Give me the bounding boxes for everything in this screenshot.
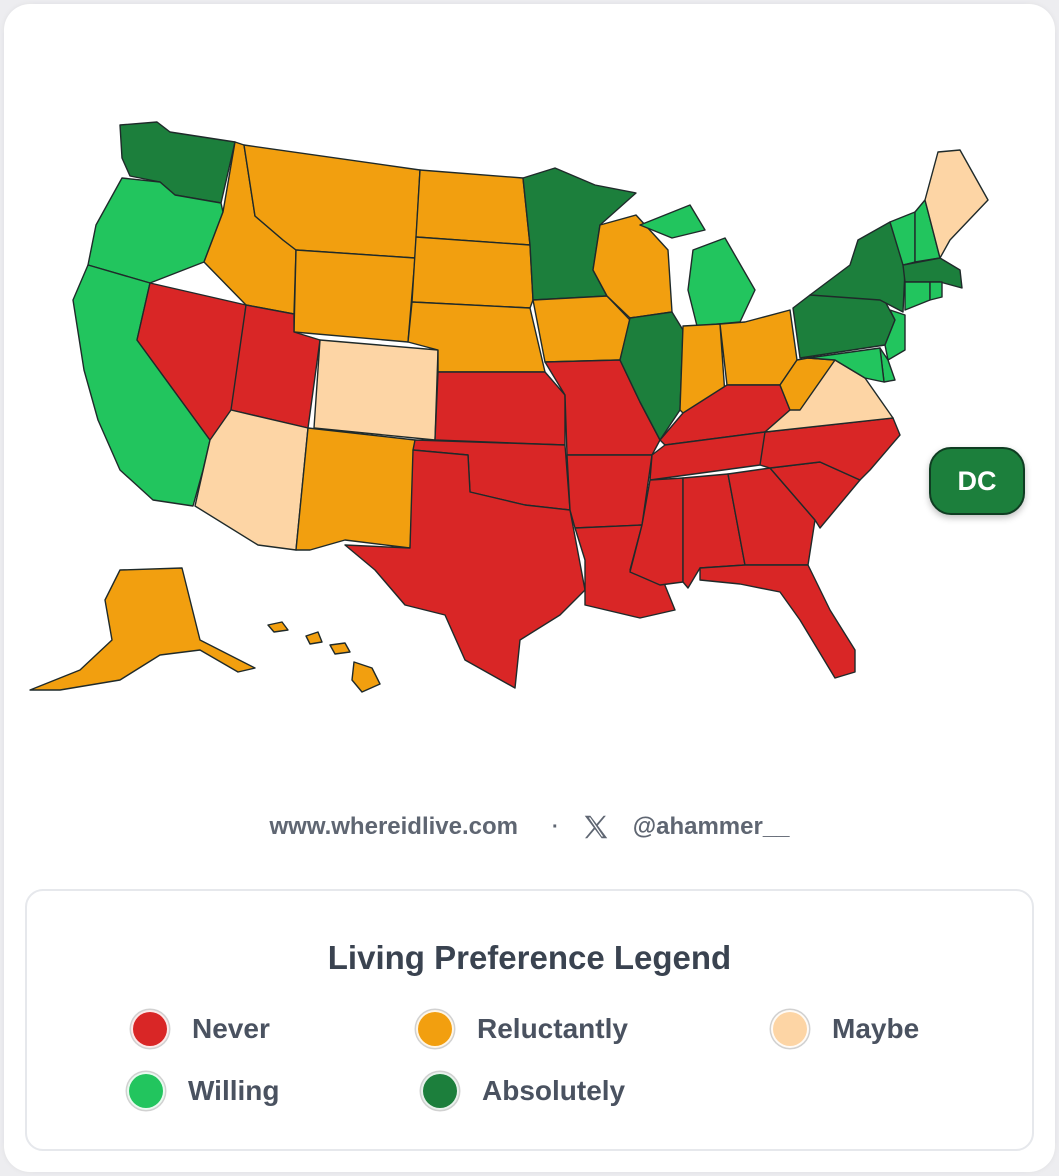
maybe-swatch — [771, 1010, 809, 1048]
state-SD[interactable] — [411, 236, 534, 309]
dc-badge[interactable]: DC — [929, 447, 1025, 515]
legend-item-reluctantly: Reluctantly — [416, 1007, 628, 1051]
legend-label-willing: Willing — [188, 1075, 280, 1106]
absolutely-swatch — [421, 1072, 459, 1110]
legend-label-absolutely: Absolutely — [482, 1075, 626, 1106]
state-ND[interactable] — [415, 169, 531, 246]
state-WY[interactable] — [293, 249, 416, 343]
us-map — [29, 121, 989, 693]
legend-label-reluctantly: Reluctantly — [477, 1013, 628, 1044]
state-HI[interactable] — [267, 621, 381, 693]
legend-item-willing: Willing — [127, 1069, 280, 1113]
dc-label: DC — [957, 465, 997, 496]
state-TX[interactable] — [344, 449, 586, 689]
twitter-handle-link[interactable]: @ahammer__ — [632, 813, 790, 840]
state-IL[interactable] — [619, 311, 684, 441]
state-GA[interactable] — [727, 467, 816, 566]
legend-label-maybe: Maybe — [832, 1013, 920, 1044]
state-FL[interactable] — [699, 564, 856, 679]
separator-dot: · — [552, 815, 559, 838]
state-KS[interactable] — [434, 371, 566, 446]
state-AK[interactable] — [29, 567, 256, 691]
reluctantly-swatch — [416, 1010, 454, 1048]
legend-item-never: Never — [131, 1007, 270, 1051]
x-logo-icon[interactable] — [581, 812, 611, 842]
state-IA[interactable] — [532, 295, 631, 363]
state-MD[interactable] — [807, 347, 885, 383]
willing-swatch — [127, 1072, 165, 1110]
state-RI[interactable] — [929, 281, 943, 301]
state-NC[interactable] — [759, 417, 901, 481]
legend-item-absolutely: Absolutely — [421, 1069, 625, 1113]
website-link[interactable]: www.whereidlive.com — [269, 813, 519, 840]
state-CT[interactable] — [904, 281, 931, 311]
legend-title: Living Preference Legend — [327, 939, 732, 976]
state-CO[interactable] — [313, 339, 439, 441]
legend-item-maybe: Maybe — [771, 1007, 919, 1051]
legend-label-never: Never — [192, 1013, 270, 1044]
state-NM[interactable] — [295, 427, 416, 551]
footer-credits: www.whereidlive.com · @ahammer__ — [0, 805, 1059, 849]
state-AR[interactable] — [566, 454, 653, 529]
never-swatch — [131, 1010, 169, 1048]
legend-panel: Living Preference Legend Never Reluctant… — [25, 889, 1034, 1151]
